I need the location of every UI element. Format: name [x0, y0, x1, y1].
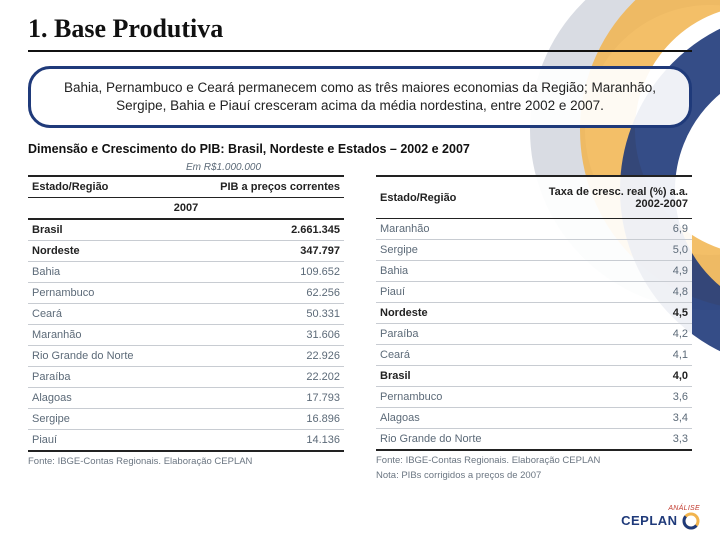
- table-row: Ceará4,1: [376, 344, 692, 365]
- tables-wrapper: Estado/Região PIB a preços correntes 200…: [28, 175, 692, 481]
- table-row: Alagoas3,4: [376, 407, 692, 428]
- cell-value: 109.652: [205, 262, 344, 283]
- cell-label: Paraíba: [376, 323, 540, 344]
- cell-label: Nordeste: [28, 241, 205, 262]
- unit-label: Em R$1.000.000: [186, 162, 692, 173]
- cell-label: Brasil: [376, 365, 540, 386]
- cell-label: Maranhão: [28, 325, 205, 346]
- footnote-right-2: Nota: PIBs corrigidos a preços de 2007: [376, 466, 692, 481]
- cell-label: Maranhão: [376, 218, 540, 239]
- table-row: Paraíba4,2: [376, 323, 692, 344]
- cell-value: 6,9: [540, 218, 692, 239]
- table-row: Pernambuco62.256: [28, 283, 344, 304]
- footnote-left: Fonte: IBGE-Contas Regionais. Elaboração…: [28, 452, 344, 467]
- cell-value: 22.202: [205, 367, 344, 388]
- page-title: 1. Base Produtiva: [28, 14, 692, 52]
- cell-label: Alagoas: [28, 388, 205, 409]
- table-row: Alagoas17.793: [28, 388, 344, 409]
- table-row: Maranhão6,9: [376, 218, 692, 239]
- cell-value: 3,6: [540, 386, 692, 407]
- table-row: Piauí14.136: [28, 430, 344, 452]
- th-region-right: Estado/Região: [376, 176, 540, 218]
- cell-label: Ceará: [376, 344, 540, 365]
- cell-label: Pernambuco: [376, 386, 540, 407]
- logo-icon: [682, 512, 700, 530]
- table-caption: Dimensão e Crescimento do PIB: Brasil, N…: [28, 142, 692, 156]
- cell-label: Piauí: [28, 430, 205, 452]
- brand-logo: ANÁLISE CEPLAN: [621, 505, 700, 530]
- table-row: Maranhão31.606: [28, 325, 344, 346]
- table-row: Sergipe16.896: [28, 409, 344, 430]
- cell-label: Sergipe: [28, 409, 205, 430]
- cell-value: 4,9: [540, 260, 692, 281]
- cell-value: 347.797: [205, 241, 344, 262]
- cell-label: Bahia: [376, 260, 540, 281]
- cell-value: 4,2: [540, 323, 692, 344]
- cell-label: Rio Grande do Norte: [28, 346, 205, 367]
- table-row: Sergipe5,0: [376, 239, 692, 260]
- th-rate: Taxa de cresc. real (%) a.a. 2002-2007: [540, 176, 692, 218]
- cell-value: 2.661.345: [205, 219, 344, 241]
- cell-value: 16.896: [205, 409, 344, 430]
- cell-value: 50.331: [205, 304, 344, 325]
- th-year: 2007: [28, 198, 344, 220]
- th-pib: PIB a preços correntes: [205, 176, 344, 198]
- table-row: Brasil4,0: [376, 365, 692, 386]
- table-row: Nordeste4,5: [376, 302, 692, 323]
- logo-brand: CEPLAN: [621, 513, 677, 528]
- table-row: Rio Grande do Norte22.926: [28, 346, 344, 367]
- cell-value: 4,0: [540, 365, 692, 386]
- table-row: Piauí4,8: [376, 281, 692, 302]
- cell-value: 31.606: [205, 325, 344, 346]
- footnote-right-1: Fonte: IBGE-Contas Regionais. Elaboração…: [376, 451, 692, 466]
- cell-value: 4,5: [540, 302, 692, 323]
- callout-box: Bahia, Pernambuco e Ceará permanecem com…: [28, 66, 692, 128]
- cell-label: Nordeste: [376, 302, 540, 323]
- cell-label: Bahia: [28, 262, 205, 283]
- cell-label: Paraíba: [28, 367, 205, 388]
- table-row: Paraíba22.202: [28, 367, 344, 388]
- cell-label: Rio Grande do Norte: [376, 428, 540, 450]
- th-region-left: Estado/Região: [28, 176, 205, 198]
- cell-value: 5,0: [540, 239, 692, 260]
- table-row: Bahia109.652: [28, 262, 344, 283]
- cell-label: Ceará: [28, 304, 205, 325]
- cell-value: 4,8: [540, 281, 692, 302]
- table-right: Estado/Região Taxa de cresc. real (%) a.…: [376, 175, 692, 481]
- table-row: Nordeste347.797: [28, 241, 344, 262]
- cell-label: Sergipe: [376, 239, 540, 260]
- table-row: Ceará50.331: [28, 304, 344, 325]
- logo-analise: ANÁLISE: [621, 505, 700, 512]
- slide-content: 1. Base Produtiva Bahia, Pernambuco e Ce…: [0, 0, 720, 481]
- table-row: Pernambuco3,6: [376, 386, 692, 407]
- table-row: Rio Grande do Norte3,3: [376, 428, 692, 450]
- cell-value: 3,3: [540, 428, 692, 450]
- cell-label: Brasil: [28, 219, 205, 241]
- table-row: Bahia4,9: [376, 260, 692, 281]
- table-left: Estado/Região PIB a preços correntes 200…: [28, 175, 344, 481]
- cell-value: 3,4: [540, 407, 692, 428]
- cell-value: 22.926: [205, 346, 344, 367]
- cell-label: Pernambuco: [28, 283, 205, 304]
- cell-value: 17.793: [205, 388, 344, 409]
- cell-value: 62.256: [205, 283, 344, 304]
- cell-label: Alagoas: [376, 407, 540, 428]
- cell-label: Piauí: [376, 281, 540, 302]
- table-row: Brasil2.661.345: [28, 219, 344, 241]
- cell-value: 4,1: [540, 344, 692, 365]
- cell-value: 14.136: [205, 430, 344, 452]
